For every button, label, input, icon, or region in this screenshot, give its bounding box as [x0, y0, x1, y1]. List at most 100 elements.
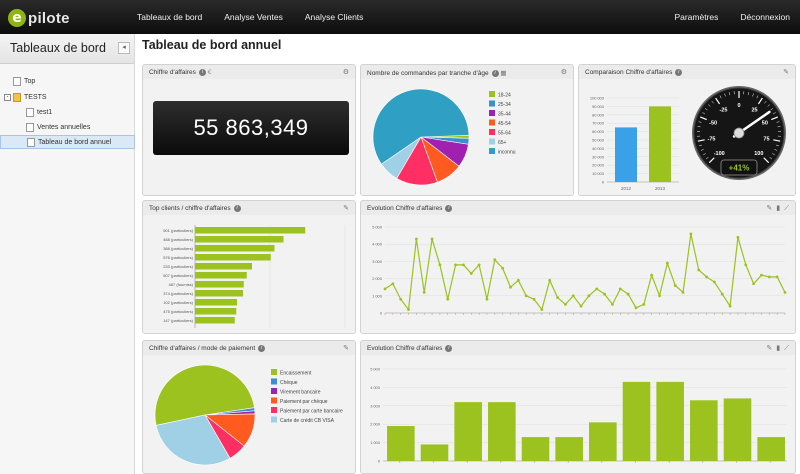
- legend-swatch: [271, 407, 277, 413]
- data-point: [752, 282, 756, 286]
- menu-analyse-clients[interactable]: Analyse Clients: [304, 12, 364, 22]
- y-tick-label: 487 (fourniss): [169, 282, 194, 287]
- pin-icon[interactable]: ✎: [783, 69, 789, 76]
- gauge-tick: [708, 157, 715, 164]
- kpi-panel: Chiffre d'affaires i € ⚙ 55 863,349: [142, 64, 356, 196]
- panel-tools: ✎: [339, 204, 349, 212]
- bar: [757, 437, 785, 461]
- data-point: [658, 294, 661, 298]
- payment-pie-panel: Chiffre d'affaires / mode de paiement i ✎…: [142, 340, 356, 474]
- info-icon[interactable]: i: [258, 345, 266, 352]
- legend-label: Virement bancaire: [280, 390, 321, 396]
- document-icon: [26, 107, 34, 117]
- legend-swatch: [489, 138, 495, 145]
- legend-label: 25-34: [498, 102, 511, 108]
- menu-deconnexion[interactable]: Déconnexion: [740, 12, 790, 22]
- collapse-sidebar-button[interactable]: ◂: [118, 42, 130, 54]
- bar-chart-icon[interactable]: ▮: [776, 205, 781, 212]
- bar: [195, 272, 247, 279]
- gauge-tick: [752, 93, 754, 97]
- gauge-tick: [698, 144, 702, 147]
- tree-item[interactable]: Top: [0, 74, 135, 88]
- data-point: [634, 306, 638, 310]
- legend-label: 55-64: [498, 131, 511, 137]
- legend-swatch: [271, 388, 277, 394]
- panel-tools: ✎: [779, 68, 789, 76]
- page-title: Tableau de bord annuel: [142, 38, 282, 52]
- data-point: [540, 308, 544, 311]
- data-point: [414, 237, 418, 241]
- data-point: [681, 290, 685, 294]
- y-tick-label: 70 000: [592, 121, 605, 126]
- data-point: [713, 280, 716, 284]
- y-tick-label: 2 000: [370, 422, 380, 427]
- tree-toggle[interactable]: -: [4, 93, 11, 101]
- y-tick-label: 2 000: [372, 276, 382, 281]
- tree-item[interactable]: - TESTS: [0, 90, 135, 104]
- gear-icon[interactable]: ⚙: [342, 69, 349, 76]
- tree-item[interactable]: Tableau de bord annuel: [0, 135, 135, 149]
- app-logo[interactable]: e pilote: [8, 7, 70, 29]
- data-point: [399, 297, 403, 301]
- gauge-badge: [720, 159, 758, 176]
- y-tick-label: 1 000: [370, 440, 380, 445]
- panel-title: Nombre de commandes par tranche d'âge i ▦: [367, 69, 507, 77]
- info-icon[interactable]: i: [675, 69, 683, 76]
- document-icon: [13, 76, 21, 86]
- info-icon[interactable]: i: [445, 345, 453, 352]
- sidebar-header: Tableaux de bord ◂: [0, 34, 134, 64]
- tree-item[interactable]: test1: [0, 105, 135, 119]
- gauge-tick: [707, 104, 711, 107]
- tree-item-label: Tableau de bord annuel: [38, 138, 112, 146]
- data-point: [563, 303, 567, 306]
- kpi-value: 55 863,349: [153, 101, 349, 155]
- y-tick-label: 147 (particuliers): [163, 318, 193, 323]
- gauge-tick: [700, 149, 704, 151]
- bar-chart-icon[interactable]: ▮: [776, 345, 781, 352]
- panel-title: Chiffre d'affaires / mode de paiement i: [149, 345, 266, 352]
- folder-icon: [13, 92, 21, 102]
- table-icon[interactable]: ▦: [500, 70, 507, 77]
- bar: [420, 444, 449, 461]
- panel-title: Top clients / chiffre d'affaires i: [149, 205, 241, 212]
- y-tick-label: 40 000: [592, 146, 605, 151]
- pin-icon[interactable]: ✎: [343, 205, 349, 212]
- menu-analyse-ventes[interactable]: Analyse Ventes: [224, 12, 283, 22]
- tree-item[interactable]: Ventes annuelles: [0, 120, 135, 134]
- pin-icon[interactable]: ✎: [766, 345, 773, 352]
- y-tick-label: 30 000: [592, 154, 605, 159]
- legend-label: inconnu: [498, 150, 516, 156]
- data-point: [391, 282, 395, 286]
- legend-swatch: [271, 416, 277, 423]
- panel-tools: ✎: [339, 344, 349, 352]
- gauge-tick: [698, 121, 702, 123]
- gauge-tick: [769, 156, 773, 160]
- pin-icon[interactable]: ✎: [766, 205, 773, 212]
- y-tick-label: 20 000: [592, 163, 605, 168]
- legend-swatch: [271, 397, 277, 404]
- gauge-tick: [774, 149, 778, 151]
- x-tick-label: 1 000: [265, 332, 276, 334]
- y-tick-label: 100 000: [590, 96, 605, 101]
- menu-tableaux-de-bord[interactable]: Tableaux de bord: [137, 12, 203, 22]
- gauge-tick-label: 25: [751, 108, 757, 114]
- bar: [195, 245, 275, 252]
- info-icon[interactable]: i: [445, 205, 453, 212]
- line-chart-icon[interactable]: ⟋: [784, 345, 789, 352]
- data-point: [532, 297, 536, 301]
- gear-icon[interactable]: ⚙: [560, 69, 567, 76]
- gauge-tick-label: 100: [754, 151, 763, 157]
- info-icon[interactable]: i: [233, 205, 241, 212]
- pin-icon[interactable]: ✎: [343, 345, 349, 352]
- x-tick-label: 2012: [621, 186, 632, 191]
- line-chart-icon[interactable]: ⟋: [784, 205, 789, 212]
- gauge-tick: [705, 156, 709, 160]
- panel-tools: ⚙: [339, 68, 349, 76]
- menu-parametres[interactable]: Paramètres: [674, 12, 719, 22]
- series-line: [384, 233, 786, 312]
- data-point: [783, 290, 787, 294]
- info-icon[interactable]: i: [198, 69, 206, 76]
- pie-slice: [154, 364, 255, 426]
- data-point: [556, 296, 559, 299]
- info-icon[interactable]: i: [491, 69, 499, 77]
